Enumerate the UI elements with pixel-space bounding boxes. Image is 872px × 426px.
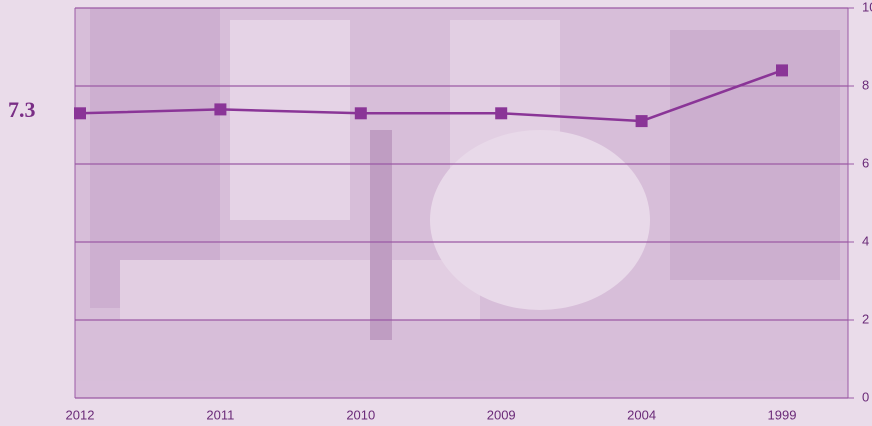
photo-backdrop [75, 8, 848, 398]
x-tick-label: 2012 [66, 407, 95, 422]
marker [495, 107, 508, 120]
x-tick-label: 2004 [627, 407, 656, 422]
y-tick-label: 8 [862, 77, 869, 92]
x-tick-label: 2010 [346, 407, 375, 422]
x-tick-label: 1999 [768, 407, 797, 422]
marker [635, 115, 648, 128]
marker [776, 64, 788, 77]
marker [214, 103, 227, 116]
y-tick-label: 10 [862, 0, 872, 14]
x-tick-label: 2009 [487, 407, 516, 422]
y-tick-label: 6 [862, 155, 869, 170]
line [79, 69, 783, 123]
x-tick-label: 2011 [206, 407, 234, 422]
y-tick-label: 4 [862, 233, 869, 248]
marker [354, 107, 367, 120]
marker [74, 107, 86, 120]
annotation: 7.3 [8, 97, 36, 122]
y-tick-label: 0 [862, 389, 869, 404]
y-tick-label: 2 [862, 311, 869, 326]
